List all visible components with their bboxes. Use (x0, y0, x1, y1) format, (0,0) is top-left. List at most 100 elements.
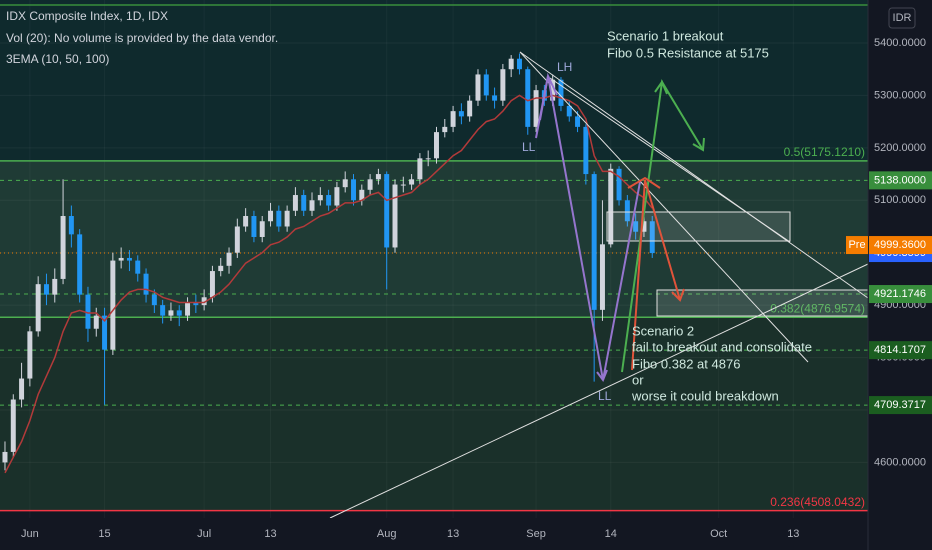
x-tick-label: Sep (526, 528, 546, 540)
candle-body (334, 187, 340, 206)
fib-label: 0.382(4876.9574) (770, 301, 865, 315)
x-tick-label: Aug (377, 528, 397, 540)
candle-body (434, 132, 439, 159)
candle-body (110, 260, 116, 350)
candle-body (516, 58, 522, 70)
y-tick-label: 5200.0000 (874, 142, 926, 154)
candle-body (168, 310, 174, 316)
candle-body (566, 105, 572, 117)
x-tick-label: Jun (21, 528, 39, 540)
candle-body (317, 195, 323, 201)
price-labels: 4600.00004700.00004800.00004900.00005000… (21, 37, 932, 540)
arrow-head (596, 369, 608, 383)
scenario-2-arrow (631, 179, 681, 371)
candle-body (633, 221, 639, 232)
candle-body (118, 257, 124, 261)
x-tick-label: Oct (710, 528, 727, 540)
candle-body (151, 294, 157, 306)
candle-body (425, 158, 431, 160)
swing-label: LH (557, 60, 572, 74)
annotation: or (632, 372, 644, 387)
candle-body (392, 184, 398, 248)
candle-body (467, 100, 473, 117)
candle-body (375, 174, 381, 180)
arrow-head (671, 288, 685, 302)
arrow-head (627, 176, 661, 189)
candle-body (43, 284, 49, 295)
price-tag-label: 5138.0000 (874, 174, 926, 186)
candle-body (135, 260, 141, 274)
candle-body (234, 226, 240, 253)
currency-badge (888, 7, 916, 29)
candle-body (251, 216, 257, 237)
candle-body (400, 184, 406, 186)
candle-body (68, 216, 74, 235)
candle-body (19, 378, 25, 400)
x-tick-label: 13 (264, 528, 276, 540)
candle-body (351, 179, 356, 201)
currency: IDR (893, 12, 912, 24)
annotation: Fibo 0.5 Resistance at 5175 (607, 45, 769, 60)
candle-body (201, 297, 207, 306)
candle-body (10, 399, 16, 452)
x-tick-label: 13 (787, 528, 799, 540)
fib-label: 0.5(5175.1210) (784, 145, 865, 159)
fib-zone (0, 317, 868, 511)
candle-body (591, 174, 597, 310)
candle-body (326, 195, 332, 206)
candle-body (558, 79, 564, 106)
candle-body (583, 126, 589, 175)
candle-body (624, 200, 630, 222)
price-tag-label: 4921.1746 (874, 288, 926, 300)
candle-body (226, 252, 232, 266)
price-axis (868, 0, 932, 550)
y-tick-label: 4600.0000 (874, 456, 926, 468)
candle-body (143, 273, 149, 295)
candle-body (35, 284, 41, 332)
price-tag-label: 4709.3717 (874, 399, 926, 411)
trend-line (519, 51, 809, 363)
candle-body (409, 179, 415, 185)
candle-body (483, 74, 489, 96)
candle-body (243, 216, 249, 227)
candle-body (77, 234, 83, 295)
candle-body (492, 95, 498, 101)
candle-body (27, 331, 33, 379)
candle-body (450, 111, 456, 127)
candle-body (193, 302, 199, 306)
annotation: Fibo 0.382 at 4876 (632, 356, 740, 371)
candle-body (2, 451, 8, 463)
time-axis (0, 518, 868, 550)
indicator-label: Vol (20): No volume is provided by the d… (6, 31, 278, 45)
price-tag-label: 4999.3600 (874, 239, 926, 251)
candle-body (525, 69, 531, 127)
candle-body (176, 310, 182, 316)
plot-area: 0.5(5175.1210) 0.382(4876.9574) 0.236(4508… (0, 0, 868, 512)
price-tag-label: 4814.1707 (874, 344, 926, 356)
candle-body (649, 221, 655, 254)
candle-body (384, 174, 390, 248)
candle-body (52, 278, 58, 295)
candle-body (342, 179, 348, 188)
price-tag (869, 285, 932, 304)
indicator-label: 3EMA (10, 50, 100) (6, 52, 109, 66)
candle-body (185, 302, 191, 316)
candle-body (575, 116, 581, 127)
y-tick-label: 5300.0000 (874, 89, 926, 101)
candle-body (126, 257, 132, 261)
y-tick-label: 5100.0000 (874, 194, 926, 206)
price-tag (869, 171, 932, 190)
drawings: Scenario 1 breakout Fibo 0.5 Resistance … (329, 28, 869, 519)
candle-body (599, 244, 605, 310)
x-tick-label: 15 (98, 528, 110, 540)
candle-body (209, 271, 215, 298)
arrow-head (654, 79, 668, 95)
candle-body (475, 74, 481, 101)
x-tick-label: Jul (197, 528, 211, 540)
arrow-head (692, 137, 705, 152)
annotation: Scenario 2 (632, 323, 694, 338)
trend-line (549, 77, 791, 243)
candle-body (533, 90, 539, 127)
candle-body (268, 210, 274, 222)
